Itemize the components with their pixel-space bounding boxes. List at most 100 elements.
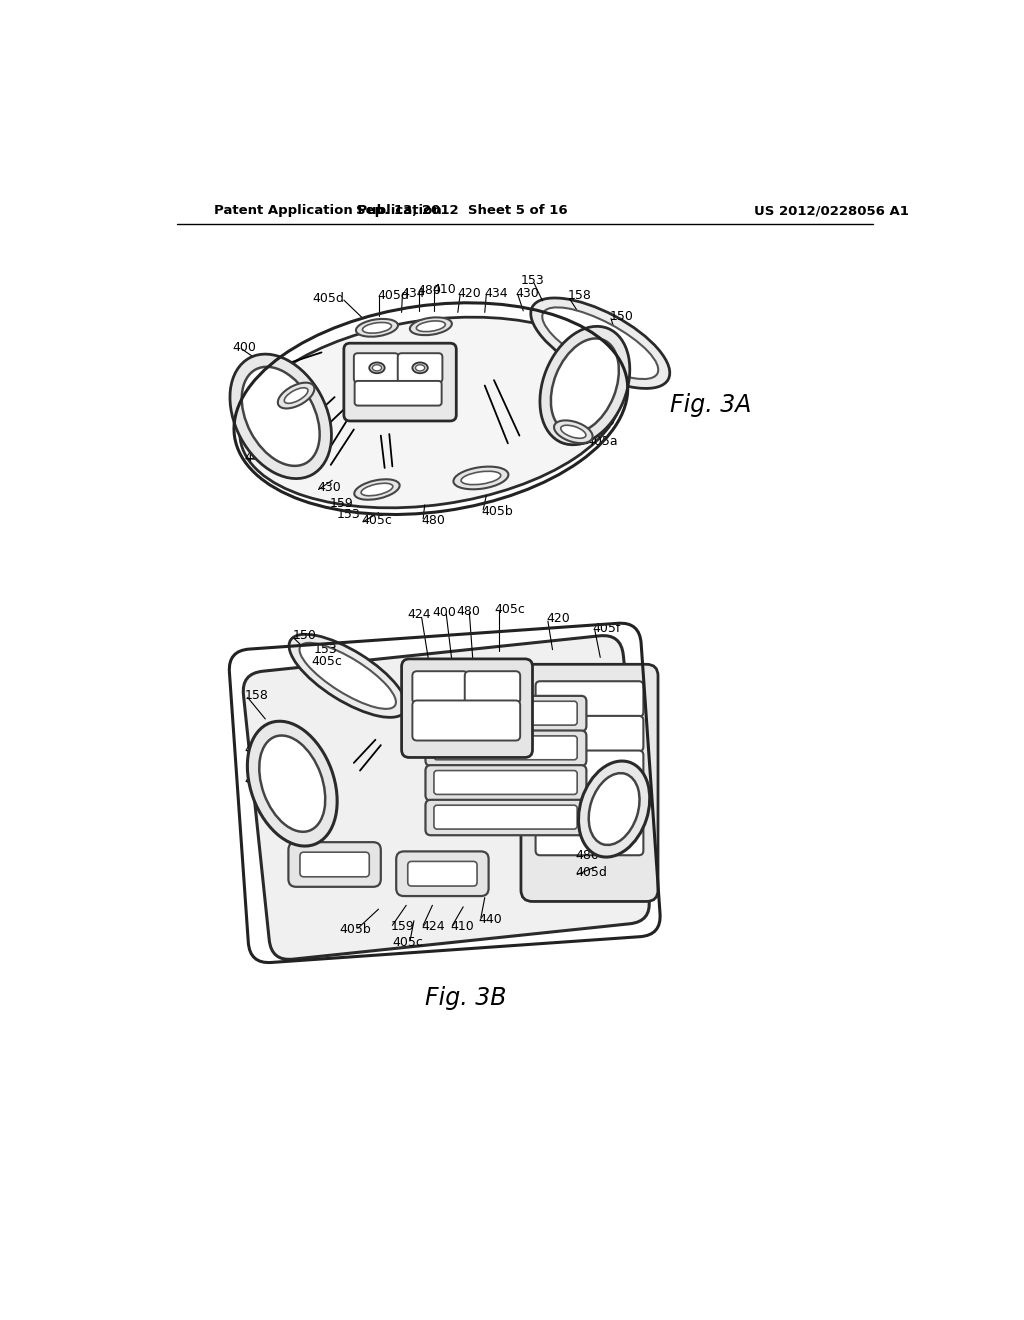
Text: 405c: 405c	[494, 603, 525, 616]
Text: Fig. 3A: Fig. 3A	[670, 393, 751, 417]
Text: 434: 434	[401, 286, 425, 300]
Text: Patent Application Publication: Patent Application Publication	[214, 205, 441, 218]
FancyBboxPatch shape	[536, 785, 643, 821]
Ellipse shape	[413, 363, 428, 374]
Text: 159: 159	[391, 920, 415, 933]
FancyBboxPatch shape	[434, 701, 578, 725]
Ellipse shape	[362, 322, 391, 333]
Ellipse shape	[230, 354, 332, 479]
Ellipse shape	[248, 721, 337, 846]
Text: 480: 480	[232, 417, 256, 430]
Ellipse shape	[589, 774, 640, 845]
Ellipse shape	[361, 483, 393, 496]
Text: 405b: 405b	[340, 924, 372, 936]
FancyBboxPatch shape	[536, 751, 643, 785]
Ellipse shape	[354, 479, 399, 500]
Text: 405f: 405f	[593, 622, 621, 635]
Text: 410: 410	[451, 920, 474, 933]
Text: 405a: 405a	[245, 774, 276, 787]
Text: 405d: 405d	[312, 292, 345, 305]
Text: 420: 420	[547, 612, 570, 626]
FancyBboxPatch shape	[434, 737, 578, 760]
Text: 405b: 405b	[481, 504, 513, 517]
FancyBboxPatch shape	[344, 343, 457, 421]
Ellipse shape	[561, 425, 586, 438]
FancyBboxPatch shape	[434, 805, 578, 829]
Text: 405c: 405c	[392, 936, 423, 949]
Text: 480: 480	[456, 605, 480, 618]
Ellipse shape	[285, 388, 308, 404]
Ellipse shape	[373, 364, 382, 371]
Text: 424: 424	[408, 607, 431, 620]
Text: 410: 410	[432, 282, 456, 296]
FancyBboxPatch shape	[397, 354, 442, 383]
Ellipse shape	[356, 319, 398, 337]
Text: 480: 480	[245, 743, 268, 756]
Ellipse shape	[416, 364, 425, 371]
FancyBboxPatch shape	[354, 354, 398, 383]
FancyBboxPatch shape	[300, 853, 370, 876]
Text: 405d: 405d	[377, 289, 409, 302]
Text: 153: 153	[520, 273, 545, 286]
Text: 153: 153	[337, 508, 360, 520]
FancyBboxPatch shape	[536, 681, 643, 717]
Ellipse shape	[417, 321, 445, 331]
Ellipse shape	[240, 317, 622, 508]
Ellipse shape	[454, 466, 508, 490]
Text: 420: 420	[458, 286, 481, 300]
Text: 405a: 405a	[587, 436, 618, 449]
Ellipse shape	[461, 471, 501, 484]
Ellipse shape	[543, 308, 658, 379]
Text: 480: 480	[417, 284, 441, 297]
Text: 430: 430	[316, 482, 341, 495]
FancyBboxPatch shape	[244, 636, 649, 960]
Text: 158: 158	[568, 289, 592, 302]
Text: 150: 150	[609, 310, 634, 323]
FancyBboxPatch shape	[413, 701, 520, 741]
Text: 480: 480	[422, 513, 445, 527]
FancyBboxPatch shape	[413, 671, 468, 704]
Text: 405d: 405d	[575, 866, 607, 879]
FancyBboxPatch shape	[465, 671, 520, 704]
Ellipse shape	[410, 317, 452, 335]
Ellipse shape	[370, 363, 385, 374]
FancyBboxPatch shape	[396, 851, 488, 896]
FancyBboxPatch shape	[425, 696, 587, 731]
Text: 405e: 405e	[232, 383, 264, 396]
FancyBboxPatch shape	[536, 820, 643, 855]
Text: 159: 159	[330, 496, 353, 510]
Text: 424: 424	[422, 920, 445, 933]
Text: 400: 400	[232, 341, 256, 354]
Text: 440: 440	[478, 912, 503, 925]
Ellipse shape	[554, 420, 593, 444]
Ellipse shape	[278, 383, 314, 408]
Text: 150: 150	[292, 630, 316, 643]
Text: 400: 400	[433, 606, 457, 619]
FancyBboxPatch shape	[425, 730, 587, 766]
Text: 405c: 405c	[311, 655, 342, 668]
FancyBboxPatch shape	[521, 664, 658, 902]
Ellipse shape	[259, 735, 326, 832]
Ellipse shape	[579, 762, 650, 857]
Text: 434: 434	[484, 286, 508, 300]
FancyBboxPatch shape	[425, 766, 587, 800]
FancyBboxPatch shape	[354, 381, 441, 405]
Text: 405c: 405c	[361, 513, 392, 527]
Text: 430: 430	[515, 286, 540, 300]
Ellipse shape	[551, 338, 618, 433]
FancyBboxPatch shape	[401, 659, 532, 758]
Text: Sep. 13, 2012  Sheet 5 of 16: Sep. 13, 2012 Sheet 5 of 16	[356, 205, 567, 218]
Text: 480: 480	[575, 849, 599, 862]
Text: US 2012/0228056 A1: US 2012/0228056 A1	[755, 205, 909, 218]
FancyBboxPatch shape	[289, 842, 381, 887]
FancyBboxPatch shape	[408, 862, 477, 886]
Text: Fig. 3B: Fig. 3B	[425, 986, 506, 1010]
Ellipse shape	[289, 635, 407, 717]
FancyBboxPatch shape	[434, 771, 578, 795]
Text: 480: 480	[591, 416, 614, 428]
Text: 153: 153	[313, 643, 338, 656]
Text: 440: 440	[245, 450, 268, 463]
FancyBboxPatch shape	[425, 800, 587, 836]
Text: 158: 158	[245, 689, 268, 702]
Ellipse shape	[530, 298, 670, 388]
